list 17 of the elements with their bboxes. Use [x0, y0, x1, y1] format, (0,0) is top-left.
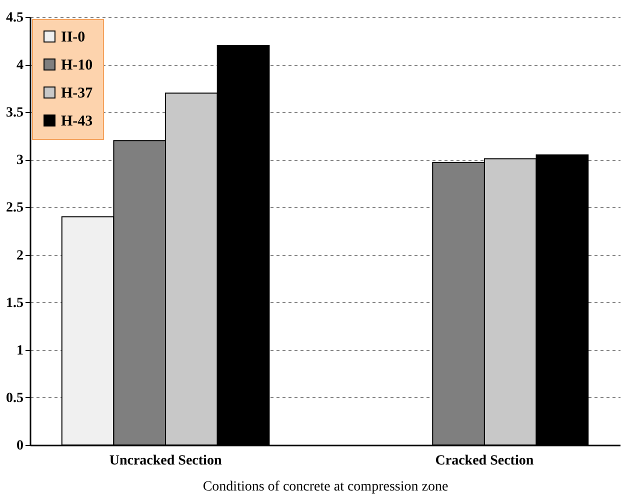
y-tick-label: 0 [16, 438, 24, 454]
y-tick-label: 2.5 [6, 200, 24, 216]
x-tick-label: Cracked Section [435, 454, 534, 468]
y-tick-label: 1 [16, 343, 24, 358]
y-tick-label: 3.5 [6, 106, 24, 121]
y-tick-label: 4.5 [6, 10, 24, 26]
legend-label: II-0 [61, 30, 86, 46]
y-tick-label: 2 [16, 248, 24, 264]
y-tick-label: 0.5 [6, 390, 24, 406]
y-tick-label: 4 [16, 58, 24, 74]
legend-label: H-10 [61, 58, 93, 74]
y-tick-label: 1.5 [6, 296, 24, 311]
x-tick-label: Uncracked Section [109, 454, 222, 468]
x-axis-title: Conditions of concrete at compression zone [202, 480, 448, 494]
legend-label: H-43 [61, 114, 93, 130]
legend-label: H-37 [61, 86, 94, 102]
y-tick-label: 3 [16, 153, 24, 168]
